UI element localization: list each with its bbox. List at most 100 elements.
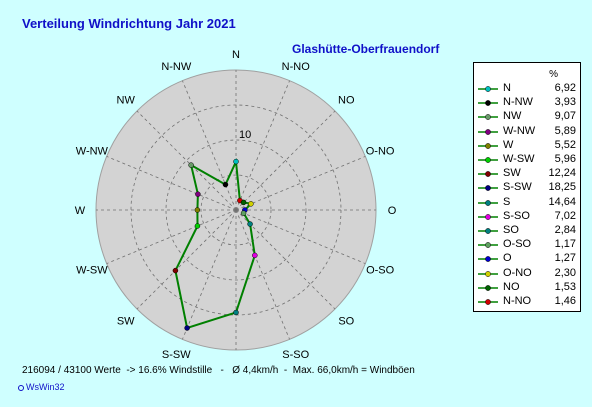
- legend-marker-dot: [485, 86, 491, 92]
- data-point: [240, 199, 247, 206]
- legend-marker: [478, 100, 498, 107]
- wind-rose-chart: NN-NONOO-NOOO-SOSOS-SOSS-SWSWW-SWWW-NWNW…: [75, 49, 397, 360]
- legend-marker: [478, 228, 498, 234]
- legend-item: N 6,92: [474, 82, 580, 96]
- legend-marker-dot: [485, 128, 491, 135]
- grid-spoke: [235, 209, 336, 310]
- legend-marker-dot: [485, 270, 491, 277]
- legend-marker: [478, 142, 498, 149]
- legend-marker-dot: [485, 299, 491, 305]
- legend-marker: [478, 270, 498, 277]
- legend-label: W: [503, 138, 514, 151]
- grid-spoke: [106, 156, 237, 211]
- direction-label: O: [388, 205, 397, 217]
- data-point: [240, 210, 247, 216]
- direction-label: W-NW: [76, 145, 109, 157]
- legend-marker: [478, 199, 498, 206]
- legend-value: 2,30: [554, 266, 576, 279]
- legend-marker-dot: [485, 228, 491, 234]
- legend-marker-dot: [485, 284, 491, 291]
- legend-label: NO: [503, 280, 520, 293]
- legend-item: W-NW 5,89: [474, 125, 580, 139]
- legend-marker-dot: [485, 185, 491, 192]
- direction-label: S-SW: [162, 349, 191, 360]
- legend-item: S-SW 18,25: [474, 181, 580, 195]
- legend-value: 3,93: [554, 96, 576, 109]
- legend-label: S: [503, 195, 511, 208]
- direction-label: W-SW: [76, 265, 108, 277]
- legend-item: NW 9,07: [474, 110, 580, 124]
- legend-item: W 5,52: [474, 139, 580, 153]
- legend-item: N-NW 3,93: [474, 96, 580, 110]
- legend-value: 6,92: [554, 82, 576, 94]
- legend-value: 9,07: [554, 110, 576, 123]
- legend-label: O-NO: [503, 266, 532, 279]
- legend-value: 5,52: [554, 138, 576, 151]
- grid-spoke: [235, 209, 290, 340]
- software-credit: WsWin32: [18, 382, 65, 392]
- direction-label: S-SO: [282, 349, 309, 360]
- legend-marker: [478, 299, 498, 305]
- credit-icon: [18, 384, 24, 391]
- data-point: [252, 252, 258, 259]
- grid-spoke: [235, 156, 366, 211]
- legend-label: N: [503, 82, 511, 94]
- legend-value: 1,46: [554, 295, 576, 307]
- data-point: [194, 223, 201, 229]
- legend-value: 7,02: [554, 209, 576, 222]
- legend-value: 12,24: [548, 167, 576, 180]
- data-point: [248, 201, 254, 207]
- legend-label: SW: [503, 167, 521, 180]
- legend-unit: %: [549, 69, 558, 80]
- direction-label: SW: [117, 315, 135, 327]
- legend-value: 1,53: [554, 280, 576, 293]
- legend: % N 6,92 N-NW 3,93 NW 9,07 W-NW 5,89 W 5,52 W-SW 5,…: [473, 62, 581, 312]
- legend-item: S-SO 7,02: [474, 210, 580, 224]
- legend-marker-dot: [485, 114, 491, 121]
- legend-marker-dot: [485, 256, 491, 263]
- legend-item: W-SW 5,96: [474, 153, 580, 167]
- legend-item: O 1,27: [474, 252, 580, 266]
- legend-marker: [478, 128, 498, 135]
- legend-label: NW: [503, 110, 522, 123]
- data-point: [188, 162, 194, 168]
- legend-marker-dot: [485, 142, 491, 149]
- data-point: [222, 181, 229, 188]
- data-point: [172, 267, 179, 274]
- legend-value: 1,17: [554, 238, 576, 251]
- chart-subtitle: Glashütte-Oberfrauendorf: [292, 42, 440, 56]
- legend-item: SW 12,24: [474, 167, 580, 181]
- legend-value: 2,84: [554, 224, 576, 236]
- grid-spoke: [182, 80, 237, 211]
- grid-spoke: [136, 110, 237, 211]
- legend-label: W-NW: [503, 124, 536, 137]
- legend-marker-dot: [485, 157, 491, 163]
- legend-item: S 14,64: [474, 196, 580, 210]
- legend-label: S-SW: [503, 181, 532, 194]
- direction-label: N-NO: [282, 61, 311, 73]
- grid-spoke: [106, 209, 237, 264]
- legend-marker-dot: [485, 242, 491, 249]
- legend-value: 18,25: [548, 181, 576, 194]
- legend-item: N-NO 1,46: [474, 295, 580, 309]
- legend-marker: [478, 114, 498, 121]
- data-point: [233, 158, 239, 165]
- grid-spoke: [235, 209, 366, 264]
- direction-label: NO: [338, 95, 355, 107]
- legend-label: S-SO: [503, 209, 530, 222]
- legend-value: 14,64: [548, 195, 576, 208]
- legend-label: O: [503, 252, 512, 265]
- footer-stats: 216094 / 43100 Werte -> 16.6% Windstille…: [22, 365, 415, 376]
- legend-label: SO: [503, 224, 519, 236]
- direction-label: NW: [117, 95, 136, 107]
- legend-item: O-NO 2,30: [474, 267, 580, 281]
- legend-value: 5,96: [554, 153, 576, 165]
- legend-marker: [478, 284, 498, 291]
- grid-spoke: [235, 110, 336, 211]
- legend-marker: [478, 171, 498, 178]
- credit-label: WsWin32: [26, 382, 65, 392]
- grid-spoke: [136, 209, 237, 310]
- legend-value: 5,89: [554, 124, 576, 137]
- data-point: [195, 191, 201, 197]
- chart-title: Verteilung Windrichtung Jahr 2021: [22, 16, 236, 31]
